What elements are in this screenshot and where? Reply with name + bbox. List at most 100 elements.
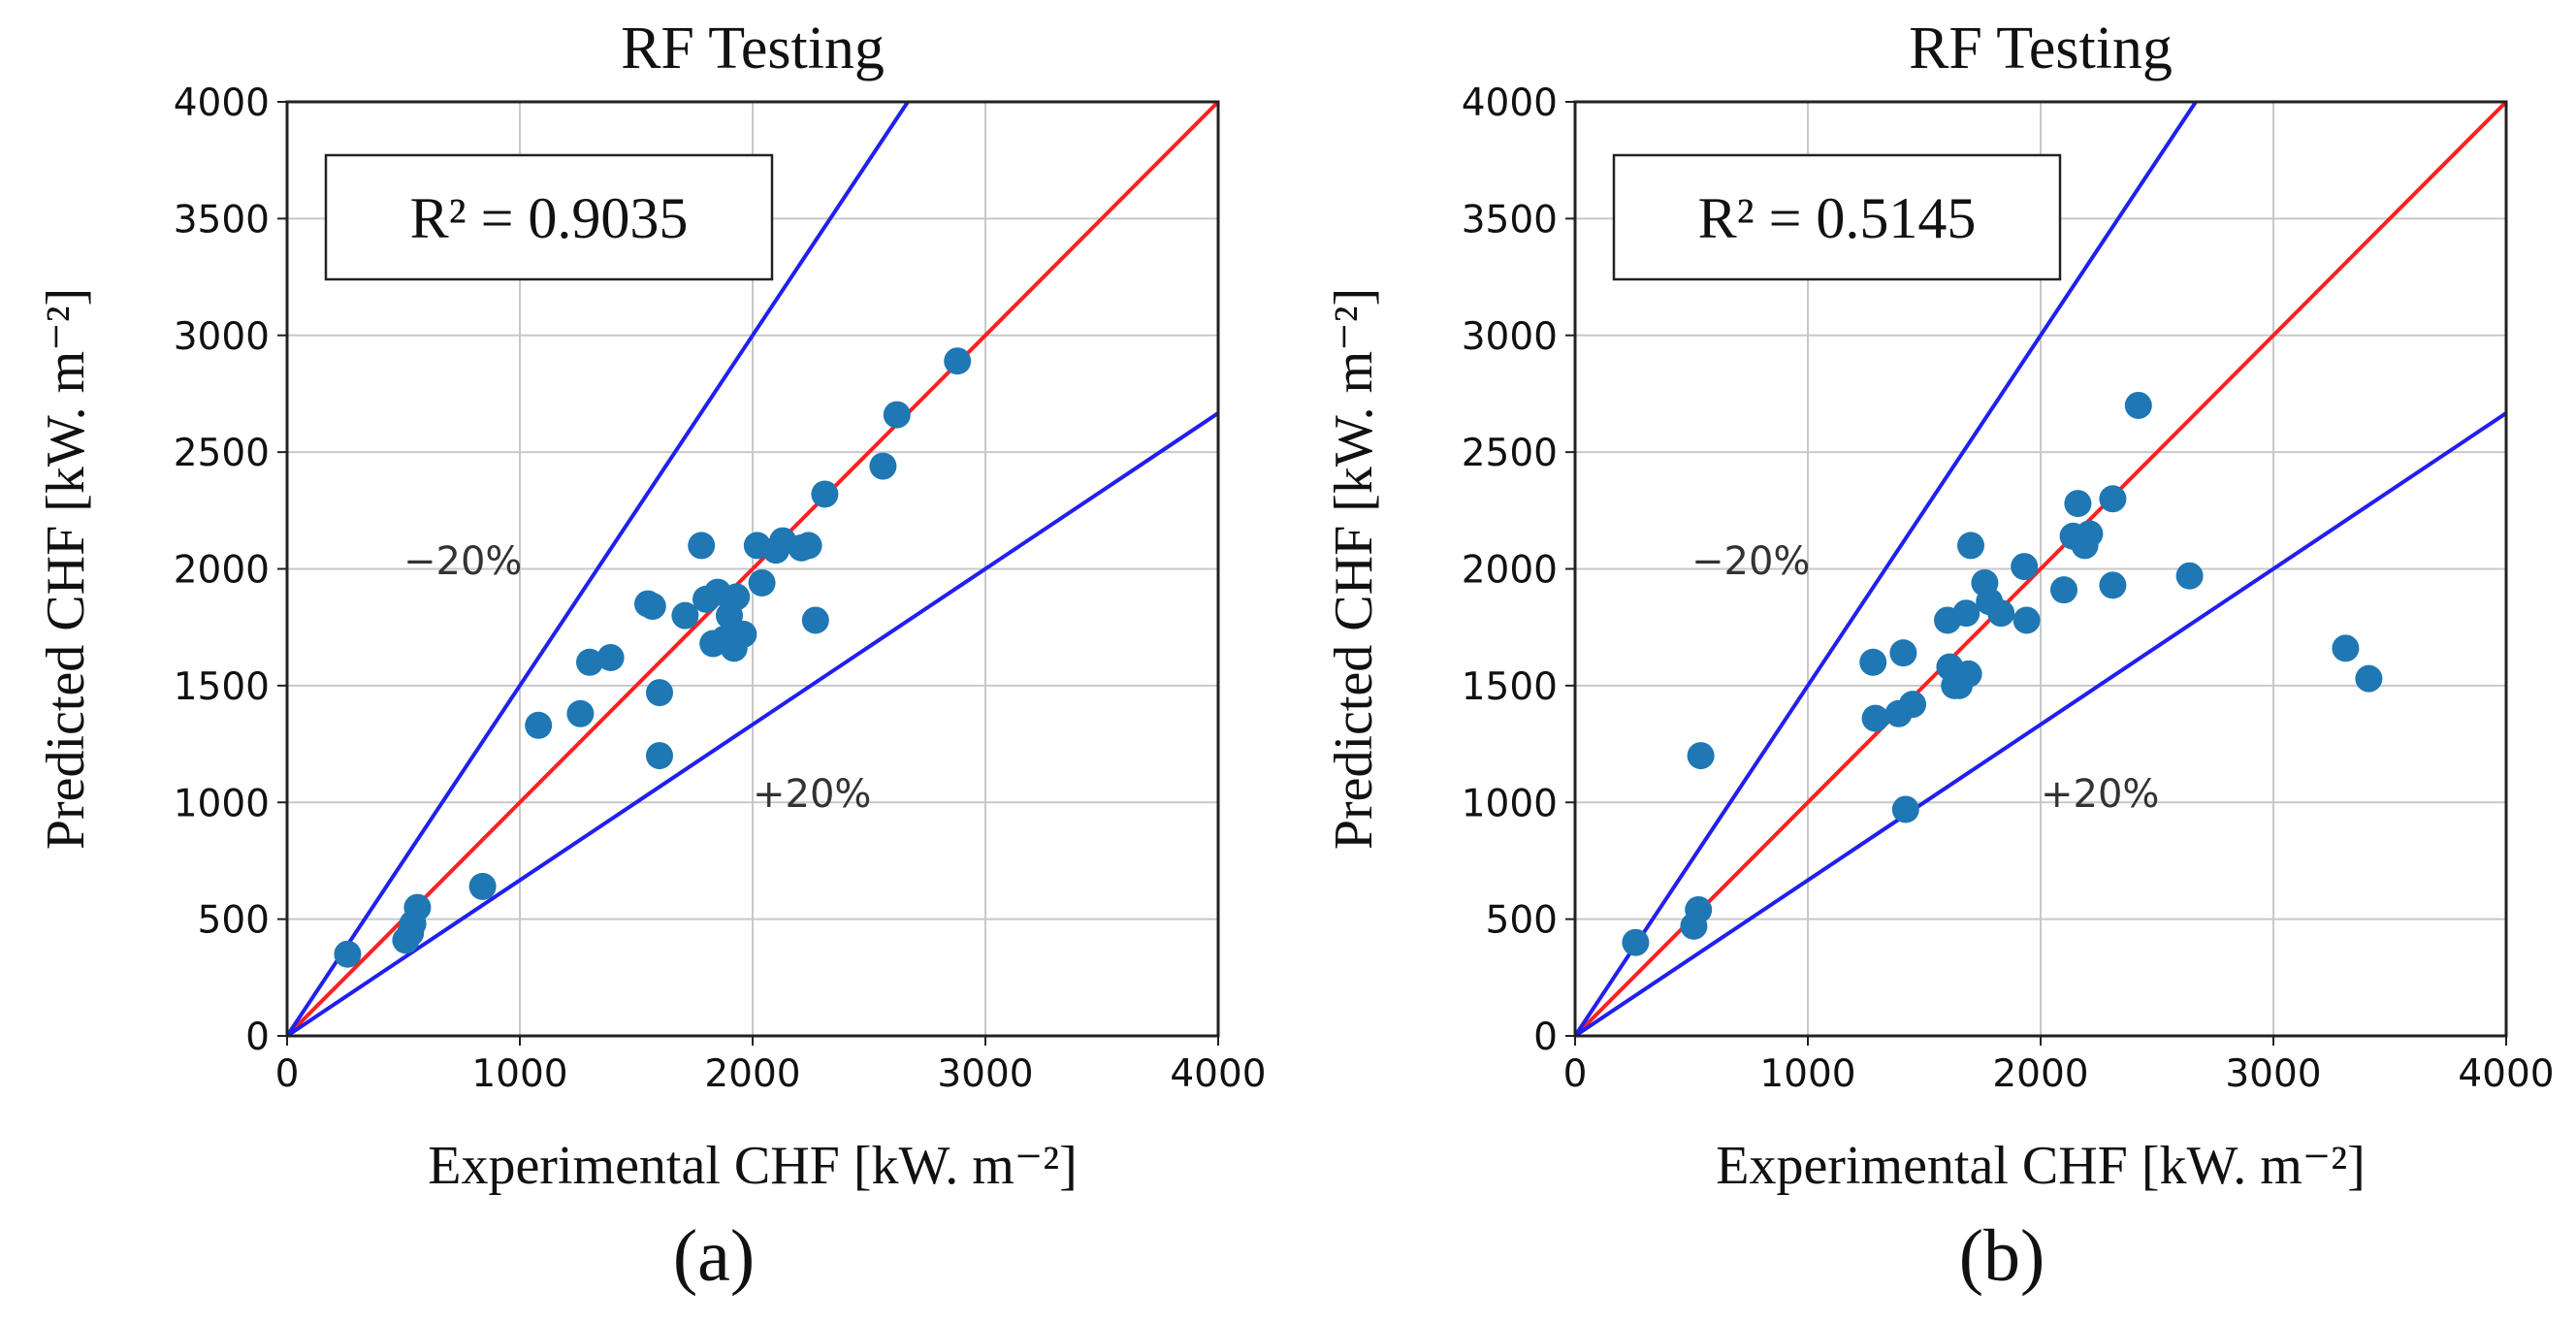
reference-line-plus-20	[287, 411, 1218, 1036]
y-tick-label: 3000	[1462, 315, 1558, 359]
data-point	[334, 940, 362, 968]
y-tick-label: 3500	[1462, 198, 1558, 242]
data-point	[2099, 571, 2127, 599]
data-point	[1622, 928, 1650, 956]
x-axis-label: Experimental CHF [kW. m⁻²]	[1716, 1136, 2366, 1196]
data-point	[1987, 599, 2015, 628]
data-point	[811, 480, 839, 508]
data-point	[748, 568, 776, 597]
x-tick-label: 1000	[1759, 1052, 1855, 1096]
scatter-series	[1622, 391, 2383, 956]
y-tick-label: 1500	[174, 665, 270, 709]
data-point	[2332, 634, 2360, 662]
data-point	[596, 643, 625, 671]
data-point	[723, 583, 751, 611]
chart-title: RF Testing	[1909, 16, 2173, 81]
chart-title: RF Testing	[621, 16, 885, 81]
y-axis-label: Predicted CHF [kW. m⁻²]	[36, 288, 96, 850]
data-point	[1899, 691, 1926, 719]
r2-box	[324, 153, 774, 281]
data-point	[2175, 562, 2204, 590]
x-tick-label: 0	[1563, 1052, 1588, 1096]
data-point	[1889, 639, 1917, 667]
y-tick-label: 500	[198, 899, 270, 943]
reference-line-ideal	[287, 102, 1218, 1036]
data-point	[729, 620, 757, 648]
x-tick-label: 2000	[1992, 1052, 2088, 1096]
r2-label: R² = 0.9035	[410, 186, 689, 250]
data-point	[944, 347, 972, 375]
y-tick-label: 500	[1486, 899, 1558, 943]
data-point	[468, 872, 497, 900]
x-tick-label: 4000	[1170, 1052, 1266, 1096]
band-plus-20-label: +20%	[2041, 772, 2159, 817]
data-point	[688, 532, 716, 560]
y-tick-label: 2000	[1462, 549, 1558, 593]
data-point	[1952, 599, 1980, 628]
data-point	[525, 711, 553, 739]
y-tick-label: 3000	[174, 315, 270, 359]
r2-label: R² = 0.5145	[1698, 186, 1977, 250]
data-point	[1954, 660, 1982, 688]
y-tick-label: 0	[1533, 1016, 1558, 1059]
y-tick-label: 3500	[174, 198, 270, 242]
panel-label: (a)	[673, 1215, 755, 1297]
reference-lines	[1575, 102, 2506, 1036]
x-tick-label: 3000	[937, 1052, 1033, 1096]
chart-panel-b: 0 1000 2000 3000 4000 0 500 1000 1500 2000 2500 300…	[1324, 16, 2555, 1297]
data-point	[794, 532, 822, 560]
data-point	[869, 452, 897, 480]
reference-line-ideal	[1575, 102, 2506, 1036]
data-point	[2124, 391, 2152, 419]
data-point	[1859, 648, 1887, 676]
band-minus-20-label: −20%	[1691, 539, 1810, 584]
data-point	[1957, 532, 1984, 560]
data-point	[1891, 795, 1919, 823]
data-point	[2012, 606, 2041, 634]
data-point	[1687, 742, 1715, 770]
x-tick-label: 1000	[471, 1052, 567, 1096]
x-tick-label: 4000	[2458, 1052, 2554, 1096]
chart-panel-a: 0 1000 2000 3000 4000 0 500 1000 1500 2000 2500 300…	[36, 16, 1267, 1297]
x-tick-label: 3000	[2225, 1052, 2321, 1096]
data-point	[399, 910, 427, 938]
data-point	[2355, 664, 2383, 693]
y-tick-label: 0	[245, 1016, 270, 1059]
data-point	[646, 679, 673, 707]
y-tick-label: 4000	[1462, 81, 1558, 125]
data-point	[646, 742, 673, 770]
reference-lines	[287, 102, 1218, 1036]
y-tick-label: 2500	[174, 432, 270, 475]
data-point	[2099, 485, 2127, 513]
data-point	[801, 606, 829, 634]
x-axis-label: Experimental CHF [kW. m⁻²]	[428, 1136, 1078, 1196]
reference-line-minus-20	[1575, 102, 2199, 1036]
data-point	[883, 401, 911, 429]
data-point	[2011, 553, 2039, 581]
data-point	[1685, 895, 1713, 923]
data-point	[1861, 704, 1889, 732]
data-point	[634, 590, 661, 618]
y-tick-label: 2000	[174, 549, 270, 593]
band-plus-20-label: +20%	[753, 772, 871, 817]
data-point	[671, 601, 699, 629]
data-point	[2050, 576, 2077, 604]
x-tick-label: 0	[275, 1052, 300, 1096]
data-point	[576, 648, 603, 676]
r2-box	[1612, 153, 2062, 281]
data-point	[2064, 490, 2092, 518]
y-tick-label: 4000	[174, 81, 270, 125]
x-tick-label: 2000	[704, 1052, 800, 1096]
data-point	[2076, 520, 2104, 548]
reference-line-plus-20	[1575, 411, 2506, 1036]
data-point	[566, 699, 595, 727]
y-axis-label: Predicted CHF [kW. m⁻²]	[1324, 288, 1384, 850]
reference-line-minus-20	[287, 102, 911, 1036]
band-minus-20-label: −20%	[403, 539, 522, 584]
y-tick-label: 1500	[1462, 665, 1558, 709]
scatter-series	[334, 347, 972, 968]
panel-label: (b)	[1959, 1215, 2045, 1297]
y-tick-label: 1000	[1462, 782, 1558, 825]
y-tick-label: 1000	[174, 782, 270, 825]
